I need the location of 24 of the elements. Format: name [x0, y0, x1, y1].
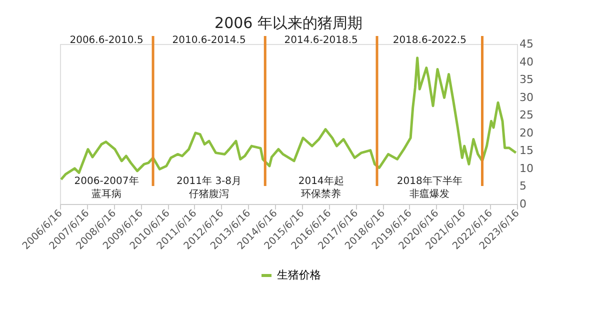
y-tick-label: 20	[520, 126, 534, 140]
y-tick-label: 5	[520, 180, 526, 193]
y-tick-label: 40	[520, 55, 534, 68]
annotation: 2018年下半年	[396, 175, 462, 187]
annotation: 仔猪腹泻	[189, 188, 230, 200]
y-tick-label: 35	[520, 73, 534, 86]
annotation: 2006-2007年	[74, 175, 139, 187]
y-tick-label: 25	[520, 108, 534, 122]
annotation: 环保禁养	[301, 188, 342, 200]
annotation: 2010.6-2014.5	[172, 35, 246, 46]
annotation: 2018.6-2022.5	[392, 35, 466, 46]
annotation: 非瘟爆发	[410, 188, 450, 200]
y-tick-label: 30	[520, 90, 534, 104]
annotation: 2006.6-2010.5	[70, 35, 144, 46]
annotation: 2011年 3-8月	[176, 175, 242, 187]
y-tick-label: 15	[520, 144, 534, 158]
y-tick-label: 10	[520, 162, 534, 175]
chart-title: 2006 年以来的猪周期	[214, 14, 362, 32]
y-tick-label: 45	[520, 38, 534, 50]
annotation: 蓝耳病	[92, 188, 122, 200]
y-tick-label: 0	[520, 198, 526, 210]
legend-label: 生猪价格	[277, 268, 321, 282]
annotation: 2014年起	[298, 175, 344, 187]
annotation: 2014.6-2018.5	[284, 35, 358, 46]
